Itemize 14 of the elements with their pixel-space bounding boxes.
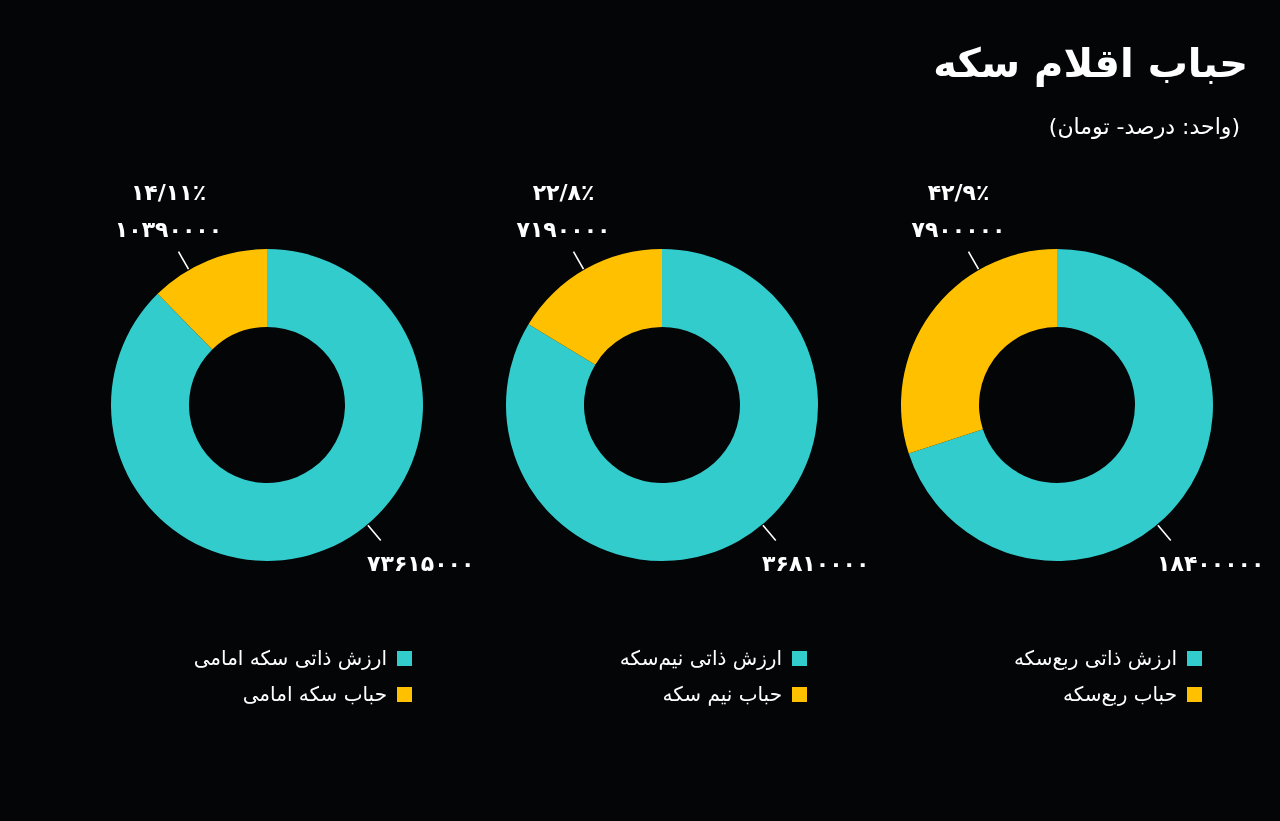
- legend-label: ارزش ذاتی نیم‌سکه: [619, 646, 782, 670]
- data-label: ۳۶۸۱۰۰۰۰: [762, 549, 870, 578]
- data-label: ۱۴/۱۱٪ ۱۰۳۹۰۰۰۰: [114, 178, 223, 244]
- chart-subtitle: (واحد: درصد- تومان): [1048, 114, 1240, 139]
- chart-title: حباب اقلام سکه: [933, 40, 1248, 86]
- data-label: ۱۸۴۰۰۰۰۰: [1157, 549, 1265, 578]
- legend-label: ارزش ذاتی ربع‌سکه: [1013, 646, 1177, 670]
- data-label: ۷۳۶۱۵۰۰۰: [367, 549, 475, 578]
- legend-label: حباب سکه امامی: [242, 682, 387, 706]
- legend-label: حباب ربع‌سکه: [1062, 682, 1177, 706]
- data-label: ۴۲/۹٪ ۷۹۰۰۰۰۰: [911, 178, 1006, 244]
- legend-label: حباب نیم سکه: [662, 682, 782, 706]
- legend-label: ارزش ذاتی سکه امامی: [193, 646, 387, 670]
- data-label: ۲۲/۸٪ ۷۱۹۰۰۰۰: [516, 178, 611, 244]
